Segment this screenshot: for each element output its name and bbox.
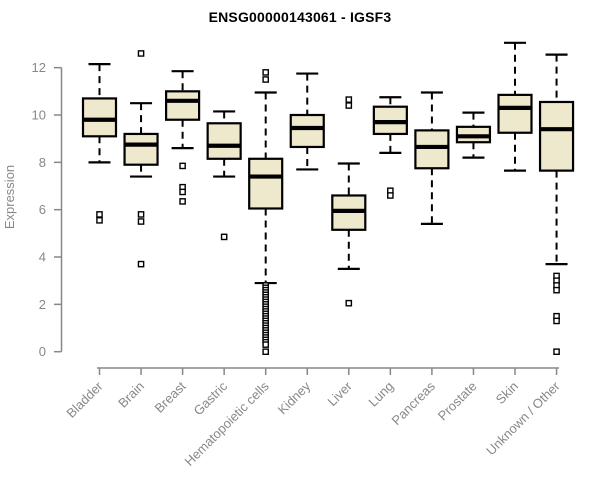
y-tick-label: 12 — [32, 60, 46, 75]
outlier-point — [179, 198, 186, 205]
chart-title: ENSG00000143061 - IGSF3 — [208, 9, 392, 25]
iqr-box — [248, 157, 284, 210]
outlier-point — [262, 348, 270, 356]
box-skin — [497, 41, 533, 172]
outlier-point — [553, 317, 560, 325]
y-tick-label: 6 — [39, 202, 46, 217]
y-tick-label: 4 — [39, 250, 46, 265]
box-pancreas — [414, 91, 450, 225]
outlier-point — [137, 50, 145, 57]
x-tick-label: Breast — [152, 378, 189, 415]
y-axis-label: Expression — [2, 165, 17, 229]
box-unknown-other — [538, 53, 575, 356]
outlier-point — [137, 260, 145, 268]
x-tick-label: Skin — [493, 379, 521, 407]
box-gastric — [206, 110, 242, 241]
outlier-point — [179, 162, 186, 170]
outlier-point — [553, 286, 560, 294]
x-tick-label: Brain — [115, 379, 147, 411]
iqr-box — [497, 93, 533, 134]
x-tick-label: Bladder — [63, 378, 106, 421]
outlier-point — [345, 102, 353, 109]
outlier-point — [262, 76, 270, 83]
box-bladder — [81, 63, 118, 224]
iqr-box — [538, 100, 575, 172]
outlier-point — [137, 218, 145, 225]
outlier-point — [137, 211, 145, 218]
outlier-point — [553, 348, 560, 356]
outlier-point — [262, 69, 270, 76]
x-tick-label: Pancreas — [389, 378, 439, 428]
outlier-point — [96, 217, 103, 224]
y-axis: 0 2 4 6 8 10 12 — [32, 60, 63, 359]
y-tick-label: 2 — [39, 297, 46, 312]
box-lung — [372, 96, 408, 199]
iqr-box — [165, 90, 201, 121]
x-tick-label: Kidney — [275, 378, 314, 417]
outlier-point — [220, 233, 228, 241]
x-tick-label: Prostate — [435, 379, 480, 424]
outlier-point — [96, 211, 103, 218]
box-breast — [165, 70, 201, 205]
y-tick-label: 0 — [39, 344, 46, 359]
box-brain — [123, 50, 159, 268]
y-tick-label: 8 — [39, 155, 46, 170]
x-tick-label: Lung — [365, 379, 396, 410]
x-tick-label: Liver — [324, 378, 355, 409]
outlier-point — [345, 299, 353, 307]
iqr-box — [123, 132, 159, 166]
outlier-point — [387, 192, 394, 199]
outlier-point — [262, 341, 270, 348]
outlier-point — [345, 96, 353, 103]
y-tick-label: 10 — [32, 108, 46, 123]
box-liver — [331, 96, 367, 307]
box-prostate — [455, 111, 492, 159]
outlier-point — [179, 188, 186, 196]
x-tick-label: Gastric — [191, 378, 231, 418]
iqr-box — [289, 113, 325, 149]
iqr-box — [206, 122, 242, 160]
box-hematopoietic-cells — [248, 69, 284, 356]
iqr-box — [81, 97, 118, 138]
iqr-box — [414, 129, 450, 170]
box-kidney — [289, 72, 325, 171]
x-tick-label: Unknown / Other — [483, 378, 563, 458]
